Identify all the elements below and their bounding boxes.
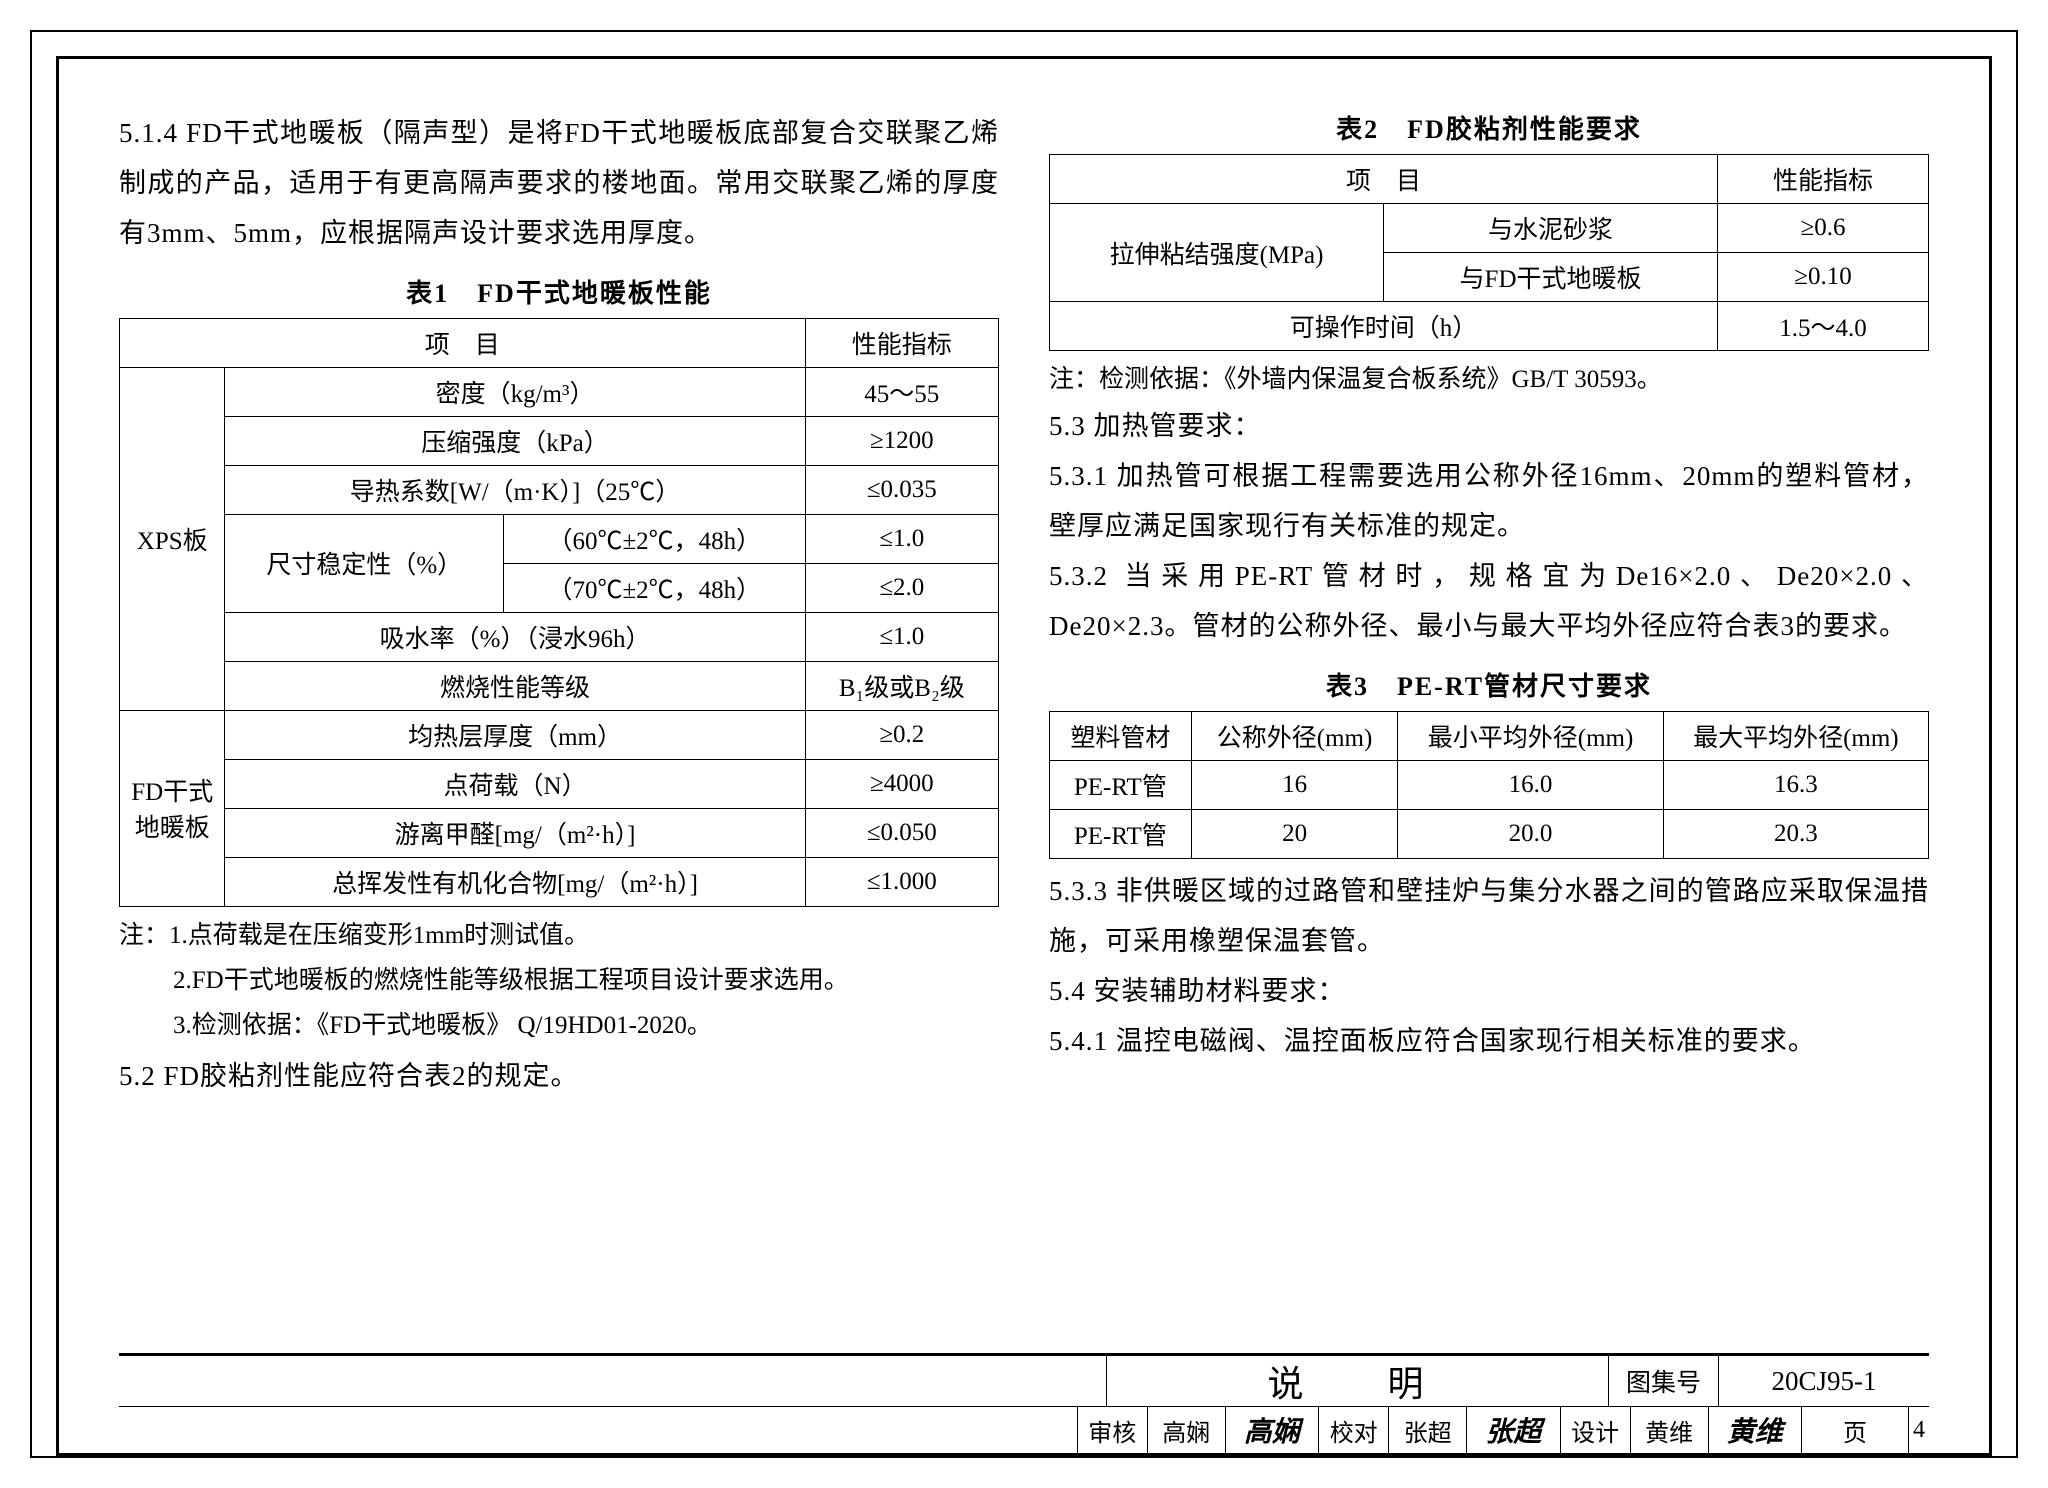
t1-r4-label: 尺寸稳定性（%） xyxy=(225,514,504,612)
t1-r5-val: ≤1.0 xyxy=(805,612,998,661)
t2-r1-label: 拉伸粘结强度(MPa) xyxy=(1050,204,1384,302)
t3-r1c2: 16 xyxy=(1191,760,1398,809)
t1-r4b-val: ≤2.0 xyxy=(805,563,998,612)
t1-r3-val: ≤0.035 xyxy=(805,465,998,514)
t3-r1c1: PE-RT管 xyxy=(1050,760,1192,809)
t1-note-3: 3.检测依据：《FD干式地暖板》 Q/19HD01-2020。 xyxy=(119,1003,999,1048)
table2-caption: 表2 FD胶粘剂性能要求 xyxy=(1049,109,1929,146)
t1-r4a-val: ≤1.0 xyxy=(805,514,998,563)
t1-note-2: 2.FD干式地暖板的燃烧性能等级根据工程项目设计要求选用。 xyxy=(119,958,999,1003)
review-name: 高娴 xyxy=(1148,1407,1226,1453)
t1-r5-label: 吸水率（%）（浸水96h） xyxy=(225,612,805,661)
content-columns: 5.1.4 FD干式地暖板（隔声型）是将FD干式地暖板底部复合交联聚乙烯制成的产… xyxy=(119,109,1929,1353)
table1-caption: 表1 FD干式地暖板性能 xyxy=(119,273,999,310)
t1-r6-val: B₁级或B₂级 xyxy=(805,661,998,710)
title-block-top-row: 说 明 图集号 20CJ95-1 xyxy=(119,1356,1929,1406)
t1-header-index: 性能指标 xyxy=(805,318,998,367)
table3: 塑料管材 公称外径(mm) 最小平均外径(mm) 最大平均外径(mm) PE-R… xyxy=(1049,711,1929,859)
t3-r2c3: 20.0 xyxy=(1398,809,1663,858)
t3-h2: 公称外径(mm) xyxy=(1191,711,1398,760)
t3-r1c4: 16.3 xyxy=(1663,760,1928,809)
t1-r1-label: 密度（kg/m³） xyxy=(225,367,805,416)
t2-header-index: 性能指标 xyxy=(1718,155,1929,204)
t1-r7-label: 均热层厚度（mm） xyxy=(225,710,805,759)
t2-r1b-cond: 与FD干式地暖板 xyxy=(1384,253,1718,302)
t1-r7-val: ≥0.2 xyxy=(805,710,998,759)
t2-r2-label: 可操作时间（h） xyxy=(1050,302,1718,351)
design-label: 设计 xyxy=(1561,1407,1631,1453)
check-signature: 张超 xyxy=(1467,1407,1560,1453)
t3-r2c4: 20.3 xyxy=(1663,809,1928,858)
t3-r1c3: 16.0 xyxy=(1398,760,1663,809)
check-label: 校对 xyxy=(1319,1407,1389,1453)
t1-r4b-cond: （70℃±2℃，48h） xyxy=(504,563,806,612)
drawing-code: 20CJ95-1 xyxy=(1719,1356,1929,1406)
t1-r1-val: 45～55 xyxy=(805,367,998,416)
t1-r9-val: ≤0.050 xyxy=(805,808,998,857)
paragraph-5-4-1: 5.4.1 温控电磁阀、温控面板应符合国家现行相关标准的要求。 xyxy=(1049,1017,1929,1067)
t3-h3: 最小平均外径(mm) xyxy=(1398,711,1663,760)
t1-grp-fd: FD干式地暖板 xyxy=(120,710,225,906)
t1-header-item: 项 目 xyxy=(120,318,806,367)
t1-r8-label: 点荷载（N） xyxy=(225,759,805,808)
outer-frame: 5.1.4 FD干式地暖板（隔声型）是将FD干式地暖板底部复合交联聚乙烯制成的产… xyxy=(30,30,2018,1458)
t2-r2-val: 1.5～4.0 xyxy=(1718,302,1929,351)
t2-note: 注：检测依据：《外墙内保温复合板系统》GB/T 30593。 xyxy=(1049,357,1929,402)
review-signature: 高娴 xyxy=(1226,1407,1319,1453)
left-column: 5.1.4 FD干式地暖板（隔声型）是将FD干式地暖板底部复合交联聚乙烯制成的产… xyxy=(119,109,999,1353)
t1-r9-label: 游离甲醛[mg/（m²·h）] xyxy=(225,808,805,857)
t3-h1: 塑料管材 xyxy=(1050,711,1192,760)
page-number: 4 xyxy=(1909,1407,1929,1453)
paragraph-5-3-2: 5.3.2 当采用PE-RT管材时，规格宜为De16×2.0、De20×2.0、… xyxy=(1049,552,1929,652)
t1-r6-label: 燃烧性能等级 xyxy=(225,661,805,710)
table2: 项 目 性能指标 拉伸粘结强度(MPa) 与水泥砂浆 ≥0.6 与FD干式地暖板… xyxy=(1049,154,1929,351)
code-label: 图集号 xyxy=(1609,1356,1719,1406)
paragraph-5-3: 5.3 加热管要求： xyxy=(1049,402,1929,452)
page-label: 页 xyxy=(1802,1407,1909,1453)
t1-r8-val: ≥4000 xyxy=(805,759,998,808)
design-name: 黄维 xyxy=(1631,1407,1709,1453)
table1: 项 目 性能指标 XPS板 密度（kg/m³） 45～55 压缩强度（kPa） … xyxy=(119,318,999,907)
t1-r2-val: ≥1200 xyxy=(805,416,998,465)
paragraph-5-3-1: 5.3.1 加热管可根据工程需要选用公称外径16mm、20mm的塑料管材，壁厚应… xyxy=(1049,452,1929,552)
paragraph-5-1-4: 5.1.4 FD干式地暖板（隔声型）是将FD干式地暖板底部复合交联聚乙烯制成的产… xyxy=(119,109,999,259)
t1-r10-label: 总挥发性有机化合物[mg/（m²·h）] xyxy=(225,857,805,906)
t2-r1a-cond: 与水泥砂浆 xyxy=(1384,204,1718,253)
check-name: 张超 xyxy=(1389,1407,1467,1453)
t2-r1b-val: ≥0.10 xyxy=(1718,253,1929,302)
right-column: 表2 FD胶粘剂性能要求 项 目 性能指标 拉伸粘结强度(MPa) 与水泥砂浆 … xyxy=(1049,109,1929,1353)
t3-r2c2: 20 xyxy=(1191,809,1398,858)
t1-grp-xps: XPS板 xyxy=(120,367,225,710)
drawing-title: 说 明 xyxy=(1107,1356,1609,1406)
paragraph-5-2: 5.2 FD胶粘剂性能应符合表2的规定。 xyxy=(119,1052,999,1102)
t1-r10-val: ≤1.000 xyxy=(805,857,998,906)
design-signature: 黄维 xyxy=(1709,1407,1802,1453)
t1-note-1: 注：1.点荷载是在压缩变形1mm时测试值。 xyxy=(119,913,999,958)
t2-r1a-val: ≥0.6 xyxy=(1718,204,1929,253)
paragraph-5-4: 5.4 安装辅助材料要求： xyxy=(1049,967,1929,1017)
t1-r3-label: 导热系数[W/（m·K）]（25℃） xyxy=(225,465,805,514)
title-block-bottom-row: 审核 高娴 高娴 校对 张超 张超 设计 黄维 黄维 页 4 xyxy=(119,1406,1929,1453)
t1-r2-label: 压缩强度（kPa） xyxy=(225,416,805,465)
title-block: 说 明 图集号 20CJ95-1 审核 高娴 高娴 校对 张超 张超 设计 黄维… xyxy=(119,1353,1929,1453)
inner-frame: 5.1.4 FD干式地暖板（隔声型）是将FD干式地暖板底部复合交联聚乙烯制成的产… xyxy=(56,56,1992,1456)
paragraph-5-3-3: 5.3.3 非供暖区域的过路管和壁挂炉与集分水器之间的管路应采取保温措施，可采用… xyxy=(1049,867,1929,967)
review-label: 审核 xyxy=(1078,1407,1148,1453)
t3-r2c1: PE-RT管 xyxy=(1050,809,1192,858)
table3-caption: 表3 PE-RT管材尺寸要求 xyxy=(1049,666,1929,703)
t3-h4: 最大平均外径(mm) xyxy=(1663,711,1928,760)
t1-r4a-cond: （60℃±2℃，48h） xyxy=(504,514,806,563)
t2-header-item: 项 目 xyxy=(1050,155,1718,204)
